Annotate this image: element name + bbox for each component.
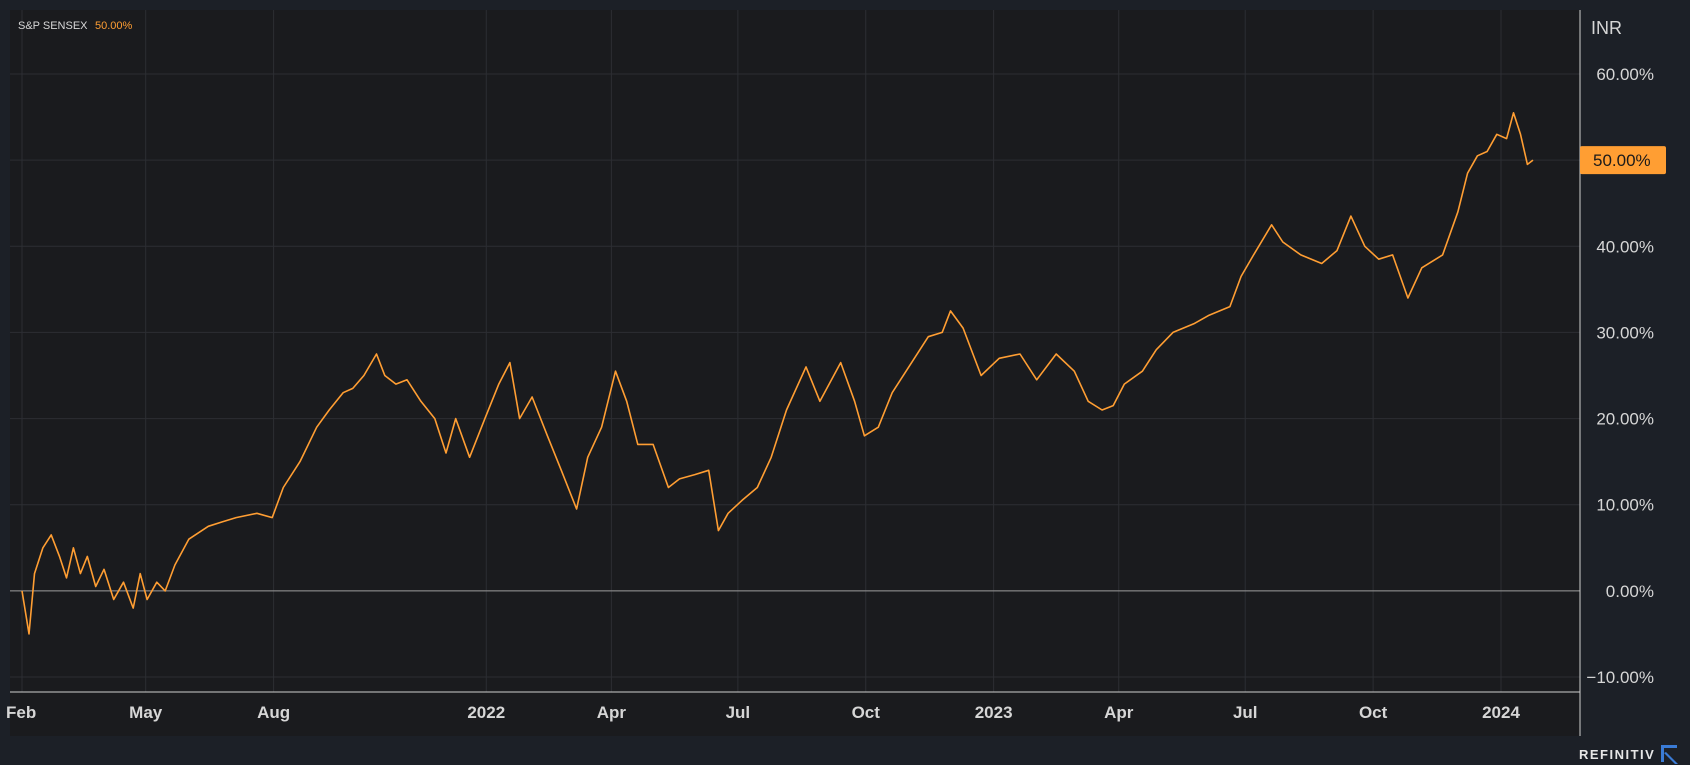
x-tick-label: Feb — [6, 703, 36, 722]
y-tick-label: −10.00% — [1586, 668, 1654, 687]
x-tick-label: May — [129, 703, 163, 722]
x-tick-label: Apr — [597, 703, 627, 722]
series-line — [21, 112, 1534, 635]
legend: S&P SENSEX 50.00% — [18, 20, 133, 32]
y-tick-label: 20.00% — [1596, 410, 1654, 429]
y-tick-label: 0.00% — [1606, 582, 1654, 601]
x-tick-label: Oct — [1359, 703, 1388, 722]
x-axis-ticks: Feb May Aug 2022 Apr Jul Oct 2023 Apr Jul Oct 2024 — [6, 703, 1520, 722]
brand-name: REFINITIV — [1579, 747, 1655, 762]
x-tick-label: Jul — [726, 703, 751, 722]
x-tick-label: Apr — [1104, 703, 1134, 722]
legend-series-value: 50.00% — [95, 20, 133, 32]
refinitiv-logo-icon — [1661, 745, 1678, 764]
series-layer — [21, 112, 1534, 635]
x-tick-label: Oct — [852, 703, 881, 722]
brand: REFINITIV — [1579, 745, 1678, 764]
last-value-badge-text: 50.00% — [1593, 151, 1651, 170]
currency-label: INR — [1591, 18, 1622, 38]
x-tick-label: 2022 — [467, 703, 505, 722]
x-tick-label: Aug — [257, 703, 290, 722]
legend-series-name: S&P SENSEX — [18, 20, 88, 32]
x-tick-label: 2023 — [975, 703, 1013, 722]
y-tick-label: 30.00% — [1596, 323, 1654, 342]
y-tick-label: 10.00% — [1596, 496, 1654, 515]
y-tick-label: 60.00% — [1596, 65, 1654, 84]
x-tick-label: 2024 — [1482, 703, 1520, 722]
grid-lines — [10, 10, 1580, 692]
y-tick-label: 40.00% — [1596, 237, 1654, 256]
plot-background — [10, 10, 1580, 736]
last-value-badge: 50.00% — [1580, 146, 1666, 175]
last-value-badge-bg — [1580, 146, 1666, 175]
x-tick-label: Jul — [1233, 703, 1258, 722]
